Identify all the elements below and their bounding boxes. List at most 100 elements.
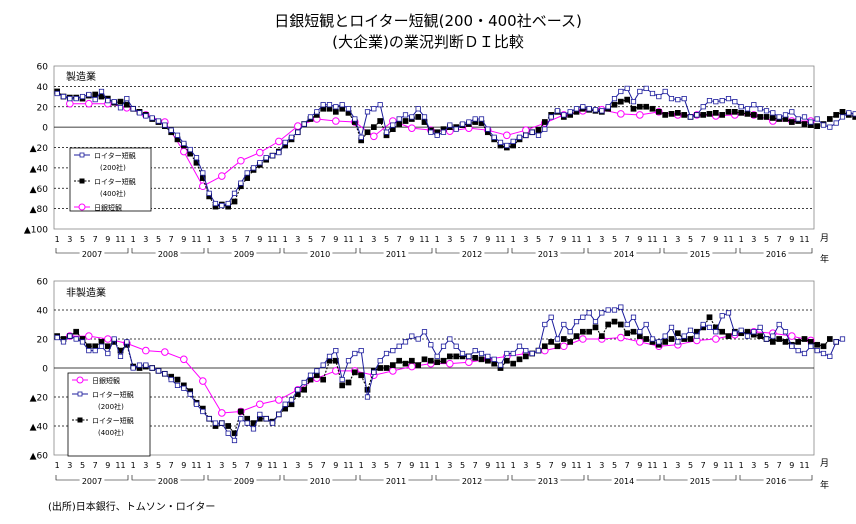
data-point [256,400,264,409]
data-point [504,142,510,149]
data-point [130,365,136,371]
data-point [617,110,625,118]
x-tick-label: 5 [764,235,769,244]
data-point [370,132,378,141]
data-point [662,112,669,118]
data-point [200,408,206,415]
data-point [446,359,454,368]
data-point [535,132,542,138]
data-point [377,118,384,124]
data-point [649,90,656,97]
data-point [199,377,207,385]
data-point [554,108,561,114]
x-tick-label: 1 [663,235,668,244]
data-point [136,110,143,116]
x-tick-label: 9 [409,461,414,470]
data-point [314,109,320,115]
data-point [428,129,434,135]
data-point [326,102,333,108]
data-point [782,339,789,345]
data-point [592,318,599,325]
data-point [206,416,212,422]
data-point [67,96,73,102]
x-tick-label: 7 [777,235,782,244]
data-point [713,329,719,335]
data-point [472,355,479,361]
data-point [168,127,174,133]
data-point [332,117,340,125]
x-tick-label: 1 [739,461,744,470]
x-tick-label: 5 [308,235,313,244]
data-point [770,110,776,116]
data-point [687,327,694,333]
data-point [668,111,675,117]
x-tick-label: 9 [257,461,262,470]
x-tick-label: 3 [143,235,148,244]
data-point [225,200,231,207]
x-tick-label: 11 [571,235,581,244]
x-tick-label: 1 [207,235,212,244]
x-tick-label: 7 [169,235,174,244]
data-point [161,348,169,356]
x-tick-label: 5 [156,235,161,244]
data-point [434,132,440,138]
x-tick-label: 1 [663,461,668,470]
data-point [801,336,808,342]
data-point [206,190,212,196]
data-point [801,350,808,357]
data-point [738,327,744,333]
data-point [820,350,827,357]
data-point [117,353,124,360]
data-point [257,160,263,166]
data-point [174,132,181,138]
data-point [776,114,782,120]
year-unit-label: 年 [820,479,829,491]
data-point [725,108,732,115]
data-point [409,333,415,339]
data-point [586,310,592,316]
x-tick-label: 7 [777,461,782,470]
data-point [402,360,409,367]
x-tick-label: 9 [637,461,642,470]
data-point [510,350,516,357]
year-label: 2007 [82,250,102,259]
data-point [485,353,491,360]
data-point [503,357,510,364]
data-point [466,119,472,125]
data-point [820,343,827,350]
x-tick-label: 3 [447,461,452,470]
data-point [358,134,364,140]
data-point [402,112,409,118]
data-point [231,190,238,196]
data-point [421,356,428,363]
data-point [472,116,478,122]
data-point [263,416,269,422]
data-point [744,106,751,112]
data-point [143,113,149,119]
chart-title-line1: 日銀短観とロイター短観(200・400社ベース) [274,12,582,30]
data-point [85,332,93,340]
data-point [478,116,485,122]
data-point [624,96,631,103]
x-tick-label: 1 [435,461,440,470]
x-tick-label: 9 [561,235,566,244]
data-point [333,347,339,354]
data-point [624,321,630,328]
x-tick-label: 1 [131,235,136,244]
data-point [238,180,244,186]
data-point [751,102,757,108]
year-label: 2012 [462,477,482,486]
data-point [833,112,840,118]
data-point [415,362,422,368]
x-tick-label: 11 [419,235,429,244]
data-point [377,102,383,108]
data-point [408,124,416,132]
data-point [352,116,358,122]
data-point [358,347,364,354]
data-point [288,134,295,140]
data-point [548,114,554,120]
data-point [668,336,675,342]
x-tick-label: 11 [115,461,125,470]
data-point [440,357,447,364]
data-point [60,93,67,100]
